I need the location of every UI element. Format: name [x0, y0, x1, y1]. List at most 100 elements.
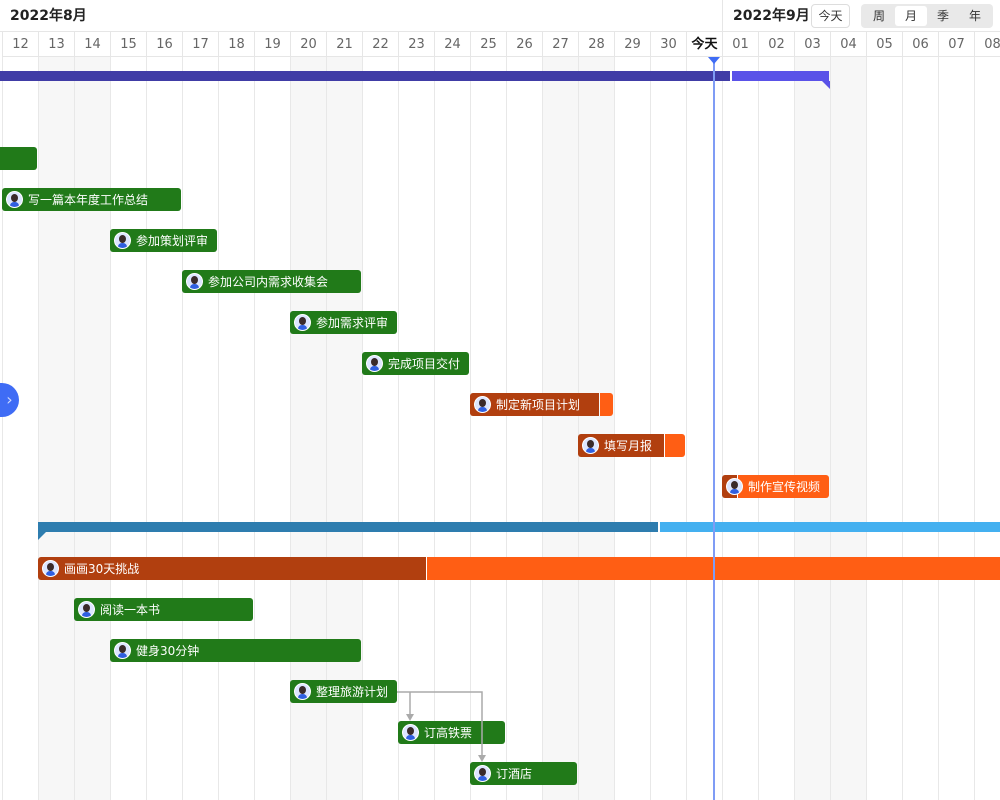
day-column [38, 57, 74, 800]
project-bar[interactable] [38, 522, 1000, 532]
task-label: 制作宣传视频 [726, 475, 820, 498]
task-name: 整理旅游计划 [316, 685, 389, 699]
task-name: 订酒店 [496, 767, 533, 781]
task-remaining [738, 475, 829, 498]
task-name: 制定新项目计划 [496, 398, 581, 412]
view-quarter[interactable]: 季 [936, 9, 949, 23]
chevron-right-icon: › [6, 390, 13, 409]
day-column [722, 57, 758, 800]
task-bar[interactable]: 健身30分钟 [110, 639, 361, 662]
task-name: 参加策划评审 [136, 234, 209, 248]
project-bar[interactable] [0, 71, 829, 81]
day-label: 15 [110, 32, 146, 57]
task-name: 参加公司内需求收集会 [208, 275, 329, 289]
project-flag-icon [822, 81, 830, 89]
task-name: 填写月报 [604, 439, 653, 453]
day-column [146, 57, 182, 800]
month-label-august: 2022年8月 [0, 0, 722, 32]
avatar-icon [42, 560, 59, 577]
task-bar[interactable]: 参加公司内需求收集会 [182, 270, 361, 293]
avatar-icon [366, 355, 383, 372]
task-bar[interactable]: 填写月报 [578, 434, 685, 457]
day-column [542, 57, 578, 800]
today-line [713, 57, 715, 800]
day-column [650, 57, 686, 800]
day-label: 05 [866, 32, 902, 57]
task-label: 订高铁票 [402, 721, 472, 744]
task-name: 完成项目交付 [388, 357, 461, 371]
task-label: 填写月报 [582, 434, 652, 457]
day-label: 08 [974, 32, 1000, 57]
day-label: 19 [254, 32, 290, 57]
task-label: 整理旅游计划 [294, 680, 388, 703]
day-column [794, 57, 830, 800]
task-bar[interactable]: 订酒店 [470, 762, 577, 785]
day-column [938, 57, 974, 800]
day-label: 14 [74, 32, 110, 57]
today-marker-icon [708, 57, 720, 64]
day-label: 04 [830, 32, 866, 57]
task-label: 参加需求评审 [294, 311, 388, 334]
day-column [398, 57, 434, 800]
task-progress [38, 557, 426, 580]
avatar-icon [114, 232, 131, 249]
day-column [614, 57, 650, 800]
day-label: 今天 [686, 32, 722, 57]
avatar-icon [474, 396, 491, 413]
view-mode-switch[interactable]: 周 月 季 年 [861, 4, 993, 28]
day-label: 16 [146, 32, 182, 57]
day-label: 06 [902, 32, 938, 57]
day-column [254, 57, 290, 800]
day-column [434, 57, 470, 800]
task-bar[interactable]: 整理旅游计划 [290, 680, 397, 703]
task-label: 阅读一本书 [78, 598, 160, 621]
day-label: 12 [2, 32, 38, 57]
avatar-icon [294, 314, 311, 331]
day-column [290, 57, 326, 800]
day-column [110, 57, 146, 800]
task-bar[interactable] [0, 147, 37, 170]
task-bar[interactable]: 完成项目交付 [362, 352, 469, 375]
task-bar[interactable]: 制定新项目计划 [470, 393, 613, 416]
task-remaining [600, 393, 613, 416]
day-column [578, 57, 614, 800]
avatar-icon [6, 191, 23, 208]
avatar-icon [582, 437, 599, 454]
day-label: 13 [38, 32, 74, 57]
expand-sidebar-button[interactable]: › [0, 383, 19, 417]
task-label: 健身30分钟 [114, 639, 199, 662]
view-year[interactable]: 年 [968, 9, 981, 23]
task-label: 画画30天挑战 [42, 557, 139, 580]
day-column [74, 57, 110, 800]
task-bar[interactable]: 参加需求评审 [290, 311, 397, 334]
task-bar[interactable]: 阅读一本书 [74, 598, 253, 621]
today-button[interactable]: 今天 [811, 4, 850, 28]
task-bar[interactable]: 参加策划评审 [110, 229, 217, 252]
task-bar[interactable]: 订高铁票 [398, 721, 505, 744]
avatar-icon [474, 765, 491, 782]
day-label: 21 [326, 32, 362, 57]
task-progress [470, 393, 599, 416]
task-label: 订酒店 [474, 762, 532, 785]
day-label: 02 [758, 32, 794, 57]
day-label: 30 [650, 32, 686, 57]
task-label: 制定新项目计划 [474, 393, 580, 416]
day-column [974, 57, 1000, 800]
task-name: 写一篇本年度工作总结 [28, 193, 149, 207]
task-name: 健身30分钟 [136, 644, 200, 658]
day-column [830, 57, 866, 800]
task-bar[interactable]: 写一篇本年度工作总结 [2, 188, 181, 211]
avatar-icon [186, 273, 203, 290]
day-column [758, 57, 794, 800]
day-column [902, 57, 938, 800]
view-week[interactable]: 周 [872, 9, 885, 23]
avatar-icon [78, 601, 95, 618]
view-month[interactable]: 月 [895, 6, 927, 26]
task-bar[interactable]: 制作宣传视频 [722, 475, 829, 498]
day-label: 28 [578, 32, 614, 57]
day-label: 18 [218, 32, 254, 57]
task-label: 参加策划评审 [114, 229, 208, 252]
task-remaining [665, 434, 685, 457]
